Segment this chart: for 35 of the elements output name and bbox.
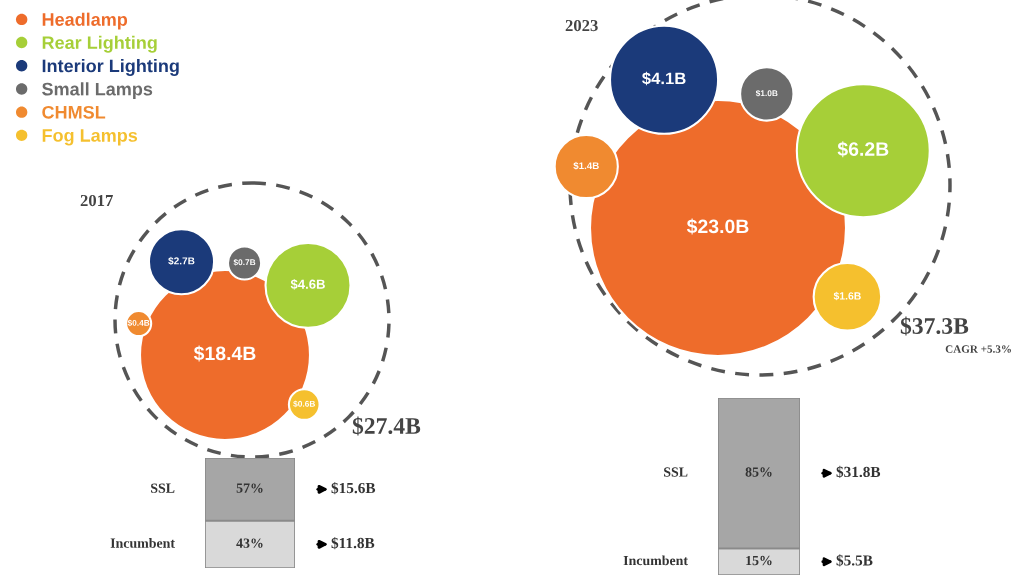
data-label: $1.0B (755, 89, 778, 97)
category-label: 2017 (80, 194, 113, 207)
text: Incumbent (110, 538, 175, 548)
text: $31.8B (836, 465, 881, 479)
data-label: 85% (745, 467, 772, 477)
data-label: 57% (236, 483, 263, 493)
text: $5.5B (836, 554, 873, 567)
data-label: $23.0B (686, 218, 749, 235)
legend-label: Rear Lighting (42, 35, 157, 53)
legend-label: Headlamp (42, 12, 128, 30)
legend-label: CHMSL (42, 105, 106, 119)
data-label: 43% (236, 538, 263, 548)
text: SSL (664, 467, 688, 477)
data-label: $4.6B (290, 278, 325, 290)
data-label: $4.1B (642, 71, 686, 86)
data-label: $1.6B (833, 291, 861, 301)
legend-label: Interior Lighting (42, 59, 179, 76)
text: $37.3B (900, 316, 969, 336)
data-label: $0.7B (233, 258, 256, 266)
text: $15.6B (331, 481, 376, 495)
text: CAGR +5.3% (945, 345, 1011, 353)
text: SSL (151, 483, 175, 493)
legend-label: Fog Lamps (42, 129, 138, 146)
category-label: 2023 (565, 19, 598, 32)
data-label: 15% (746, 555, 772, 566)
data-label: $0.6B (293, 400, 315, 408)
data-label: $2.7B (168, 256, 195, 266)
text: Incumbent (623, 555, 688, 566)
text: $11.8B (331, 536, 375, 550)
legend-label: Small Lamps (42, 82, 153, 100)
text: $27.4B (352, 416, 421, 436)
data-label: $0.4B (127, 319, 150, 327)
data-label: $6.2B (837, 141, 889, 158)
data-label: $1.4B (573, 161, 599, 170)
data-label: $18.4B (193, 345, 256, 362)
